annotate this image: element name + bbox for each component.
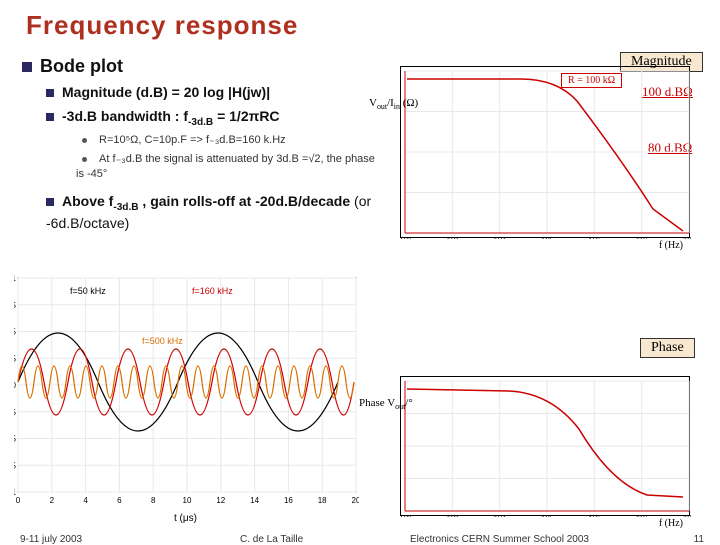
time-legend-500k: f=500 kHz xyxy=(142,336,183,346)
svg-text:0.75: 0.75 xyxy=(14,301,17,310)
bullet-block: Bode plot Magnitude (d.B) = 20 log |H(jw… xyxy=(22,56,382,232)
svg-text:12: 12 xyxy=(216,496,225,505)
svg-text:10: 10 xyxy=(183,496,192,505)
svg-text:-0.5: -0.5 xyxy=(14,435,17,444)
svg-text:18: 18 xyxy=(318,496,327,505)
svg-text:1: 1 xyxy=(14,274,17,283)
svg-text:10⁸: 10⁸ xyxy=(683,514,691,517)
phase-chart: Phase Vout/° f (Hz) 0-20-40-60-80 10²10³… xyxy=(400,376,690,516)
phase-tag: Phase xyxy=(640,338,695,358)
magnitude-legend: R = 100 kΩ xyxy=(561,73,622,88)
svg-text:10³: 10³ xyxy=(447,236,459,239)
svg-text:16: 16 xyxy=(284,496,293,505)
bullet-rolloff: Above f-3d.B , gain rolls-off at -20d.B/… xyxy=(46,193,371,231)
svg-text:0: 0 xyxy=(14,381,17,390)
bullet-bandwidth: -3d.B bandwidth : f-3d.B = 1/2πRC xyxy=(62,108,280,124)
bullet-heading: Bode plot xyxy=(40,56,123,76)
svg-text:10⁸: 10⁸ xyxy=(683,236,691,239)
svg-text:10⁴: 10⁴ xyxy=(493,236,506,239)
svg-text:0.5: 0.5 xyxy=(14,328,17,337)
magnitude-ylabel: Vout/Iin (Ω) xyxy=(369,97,418,111)
svg-text:10⁵: 10⁵ xyxy=(541,514,553,517)
phase-xlabel: f (Hz) xyxy=(659,518,683,529)
svg-text:10⁴: 10⁴ xyxy=(493,514,506,517)
bullet-magnitude: Magnitude (d.B) = 20 log |H(jw)| xyxy=(62,84,270,100)
svg-text:10⁶: 10⁶ xyxy=(588,514,600,517)
svg-text:10²: 10² xyxy=(401,514,411,517)
svg-text:20: 20 xyxy=(352,496,359,505)
svg-text:2: 2 xyxy=(50,496,55,505)
time-xlabel: t (μs) xyxy=(174,513,197,524)
svg-text:4: 4 xyxy=(83,496,88,505)
svg-text:8: 8 xyxy=(151,496,156,505)
svg-text:10³: 10³ xyxy=(447,514,459,517)
svg-text:10⁶: 10⁶ xyxy=(588,236,600,239)
time-legend-50k: f=50 kHz xyxy=(70,286,106,296)
sub-bullet-attenuation: At f₋₃d.B the signal is attenuated by 3d… xyxy=(76,153,375,180)
magnitude-chart: Vout/Iin (Ω) R = 100 kΩ f (Hz) 10¹10²10³… xyxy=(400,66,690,238)
svg-text:6: 6 xyxy=(117,496,122,505)
svg-text:10²: 10² xyxy=(401,236,411,239)
svg-text:14: 14 xyxy=(250,496,259,505)
svg-text:0.25: 0.25 xyxy=(14,354,17,363)
svg-text:10⁵: 10⁵ xyxy=(541,236,553,239)
svg-text:-0.25: -0.25 xyxy=(14,408,17,417)
svg-text:-0.75: -0.75 xyxy=(14,461,17,470)
slide-title: Frequency response xyxy=(0,0,720,41)
magnitude-xlabel: f (Hz) xyxy=(659,240,683,251)
svg-text:10⁷: 10⁷ xyxy=(636,236,648,239)
phase-ylabel: Phase Vout/° xyxy=(359,397,413,411)
svg-text:10⁷: 10⁷ xyxy=(636,514,648,517)
time-legend-160k: f=160 kHz xyxy=(192,286,233,296)
sub-bullet-values: R=10⁵Ω, C=10p.F => f₋₃d.B=160 k.Hz xyxy=(99,134,286,146)
svg-text:0: 0 xyxy=(16,496,21,505)
time-chart: f=50 kHz f=160 kHz f=500 kHz Vout (V) t … xyxy=(14,270,359,520)
